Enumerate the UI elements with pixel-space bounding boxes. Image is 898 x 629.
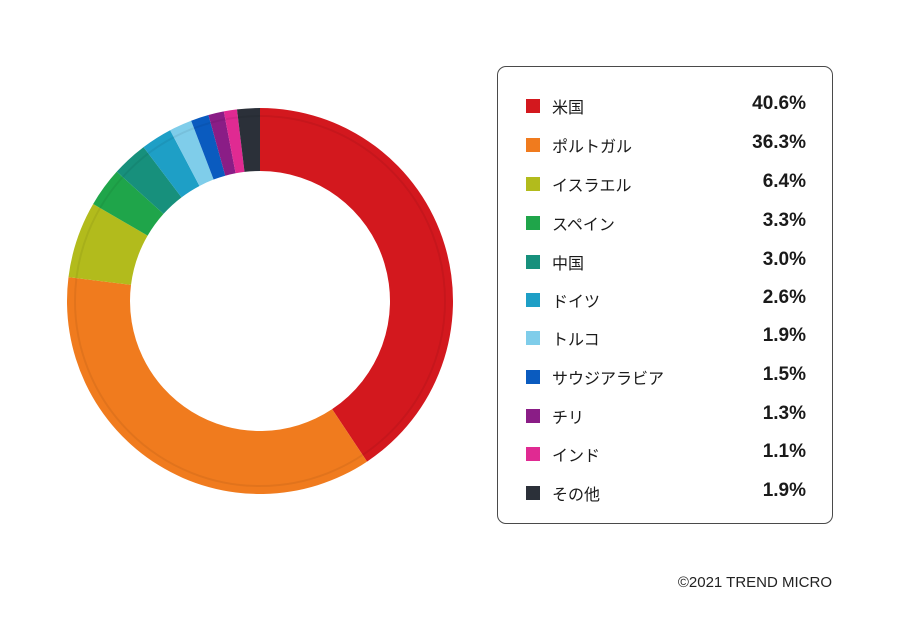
donut-slice-other (236, 108, 260, 172)
legend-item-portugal: ポルトガル 36.3% (498, 130, 832, 160)
donut-slice-saudi-arabia (191, 115, 226, 180)
legend-swatch (526, 409, 540, 423)
legend-swatch (526, 177, 540, 191)
legend-value: 1.5% (762, 364, 806, 385)
legend-swatch (526, 370, 540, 384)
legend-label: チリ (552, 408, 585, 427)
legend-label: スペイン (552, 215, 615, 234)
legend-value: 1.1% (762, 441, 806, 462)
legend-swatch (526, 138, 540, 152)
legend-swatch (526, 255, 540, 269)
legend-label: 中国 (552, 254, 585, 273)
legend-value: 2.6% (762, 287, 806, 308)
legend-item-israel: イスラエル 6.4% (498, 169, 832, 199)
legend-value: 1.9% (762, 325, 806, 346)
legend-item-germany: ドイツ 2.6% (498, 285, 832, 315)
legend-item-spain: スペイン 3.3% (498, 208, 832, 238)
legend-label: サウジアラビア (552, 369, 665, 388)
legend-item-us: 米国 40.6% (498, 91, 832, 121)
legend-swatch (526, 216, 540, 230)
legend-value: 40.6% (752, 93, 806, 114)
donut-bevel-ring (74, 115, 446, 487)
legend: 米国 40.6% ポルトガル 36.3% イスラエル 6.4% スペイン 3.3… (497, 66, 833, 524)
copyright-text: ©2021 TREND MICRO (677, 574, 832, 591)
legend-label: その他 (552, 485, 601, 504)
legend-swatch (526, 331, 540, 345)
donut-slice-portugal (66, 277, 368, 494)
legend-swatch (526, 293, 540, 307)
legend-label: ドイツ (552, 292, 601, 311)
legend-label: ポルトガル (552, 137, 633, 156)
legend-label: 米国 (552, 98, 585, 117)
legend-label: インド (552, 446, 601, 465)
donut-slice-spain (93, 171, 164, 236)
legend-label: イスラエル (552, 176, 632, 195)
legend-item-turkey: トルコ 1.9% (498, 323, 832, 353)
legend-value: 6.4% (762, 171, 806, 192)
legend-value: 1.9% (762, 480, 806, 501)
legend-swatch (526, 486, 540, 500)
donut-slice-india (223, 109, 245, 174)
legend-item-chile: チリ 1.3% (498, 401, 832, 431)
legend-value: 1.3% (762, 403, 806, 424)
legend-item-saudi-arabia: サウジアラビア 1.5% (498, 362, 832, 392)
donut-chart (66, 108, 453, 494)
donut-slice-germany (143, 130, 200, 198)
donut-slice-china (116, 147, 182, 214)
legend-item-china: 中国 3.0% (498, 247, 832, 277)
donut-slice-chile (208, 111, 236, 176)
legend-item-other: その他 1.9% (498, 478, 832, 508)
donut-slice-turkey (170, 120, 214, 186)
donut-slice-us (260, 108, 453, 462)
legend-label: トルコ (552, 330, 600, 349)
legend-swatch (526, 447, 540, 461)
legend-item-india: インド 1.1% (498, 439, 832, 469)
legend-value: 3.0% (762, 249, 806, 270)
legend-value: 3.3% (762, 210, 806, 231)
donut-slice-israel (68, 203, 148, 285)
legend-value: 36.3% (752, 132, 806, 153)
legend-swatch (526, 99, 540, 113)
